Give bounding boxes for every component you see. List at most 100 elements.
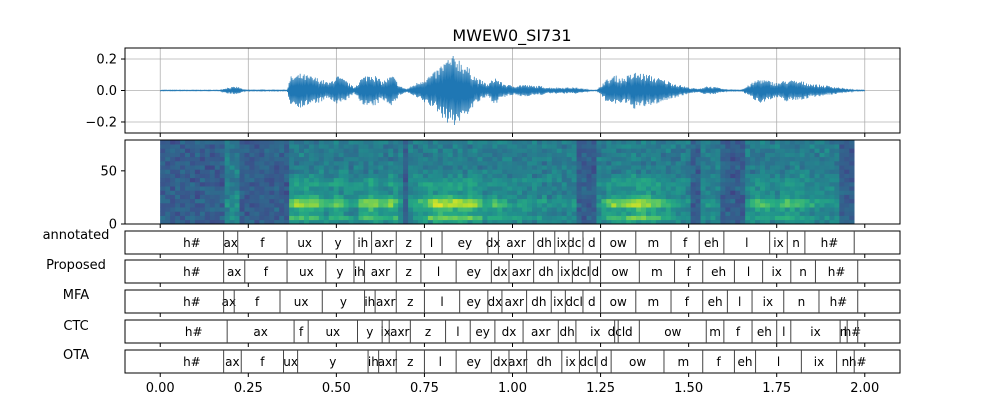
spectrogram-cell (393, 144, 399, 149)
spectrogram-cell (779, 156, 786, 162)
spectrogram-cell (646, 140, 652, 145)
spectrogram-cell (487, 211, 493, 216)
spectrogram-cell (650, 190, 657, 195)
spectrogram-cell (269, 173, 275, 179)
spectrogram-cell (779, 207, 786, 212)
spectrogram-cell (165, 148, 171, 153)
spectrogram-cell (522, 182, 528, 187)
spectrogram-cell (849, 177, 855, 183)
spectrogram-cell (269, 190, 275, 195)
spectrogram-cell (333, 219, 339, 225)
spectrogram-cell (239, 207, 245, 212)
spectrogram-cell (725, 190, 731, 195)
spectrogram-cell (189, 148, 196, 153)
spectrogram-cell (383, 186, 389, 191)
spectrogram-cell (269, 215, 275, 221)
spectrogram-cell (769, 173, 776, 179)
spectrogram-cell (492, 203, 498, 208)
spectrogram-cell (844, 161, 850, 166)
spectrogram-cell (650, 182, 657, 187)
phone-label: axr (531, 325, 550, 339)
spectrogram-cell (170, 161, 176, 166)
spectrogram-cell (160, 207, 166, 212)
spectrogram-cell (447, 190, 453, 195)
spectrogram-cell (532, 173, 538, 179)
spectrogram-cell (180, 198, 186, 204)
spectrogram-cell (432, 148, 439, 153)
spectrogram-cell (571, 211, 577, 216)
phone-label: ow (611, 265, 628, 279)
spectrogram-cell (556, 182, 563, 187)
spectrogram-cell (774, 173, 781, 179)
phone-label: eh (757, 325, 772, 339)
spectrogram-cell (333, 182, 339, 187)
spectrogram-cell (358, 165, 364, 170)
spectrogram-cell (259, 144, 265, 149)
spectrogram-cell (303, 203, 310, 208)
spectrogram-cell (631, 177, 637, 183)
spectrogram-cell (165, 152, 171, 158)
spectrogram-cell (180, 190, 186, 195)
spectrogram-cell (199, 203, 206, 208)
spectrogram-cell (289, 215, 295, 221)
spectrogram-cell (814, 169, 820, 174)
spectrogram-cell (546, 169, 553, 174)
spectrogram-cell (819, 198, 825, 204)
spectrogram-cell (576, 165, 582, 170)
spectrogram-cell (760, 140, 766, 145)
spectrogram-cell (294, 215, 300, 221)
spectrogram-cell (725, 219, 731, 225)
spectrogram-cell (452, 219, 458, 225)
spectrogram-cell (175, 215, 181, 221)
spectrogram-cell (710, 169, 716, 174)
spectrogram-cell (308, 186, 315, 191)
spectrogram-cell (264, 207, 270, 212)
phone-label: l (777, 355, 780, 369)
spectrogram-cell (417, 156, 424, 162)
spectrogram-cell (160, 169, 166, 174)
spectrogram-cell (279, 203, 285, 208)
spectrogram-cell (417, 165, 424, 170)
spectrogram-cell (388, 198, 394, 204)
xtick-label: 1.25 (586, 381, 615, 396)
spectrogram-cell (437, 211, 444, 216)
spectrogram-cell (249, 144, 255, 149)
spectrogram-cell (279, 215, 285, 221)
spectrogram-cell (452, 169, 458, 174)
spectrogram-cell (477, 186, 483, 191)
spectrogram-cell (299, 190, 305, 195)
spectrogram-cell (581, 161, 587, 166)
spectrogram-cell (313, 207, 320, 212)
spectrogram-cell (641, 215, 647, 221)
spectrogram-cell (799, 169, 805, 174)
spectrogram-cell (680, 148, 686, 153)
spectrogram-cell (685, 182, 691, 187)
spectrogram-cell (378, 190, 384, 195)
spectrogram-cell (760, 161, 766, 166)
spectrogram-cell (804, 190, 810, 195)
spectrogram-cell (561, 140, 567, 145)
spectrogram-cell (249, 156, 255, 162)
spectrogram-cell (224, 165, 230, 170)
phone-label: h# (844, 325, 862, 339)
spectrogram-cell (408, 215, 414, 221)
spectrogram-cell (294, 198, 300, 204)
spectrogram-cell (566, 144, 572, 149)
spectrogram-cell (532, 198, 538, 204)
spectrogram-cell (849, 165, 855, 170)
spectrogram-cell (373, 211, 379, 216)
spectrogram-cell (596, 177, 602, 183)
spectrogram-cell (834, 182, 840, 187)
spectrogram-cell (343, 161, 349, 166)
spectrogram-cell (655, 144, 662, 149)
spectrogram-cell (695, 177, 701, 183)
spectrogram-cell (740, 161, 746, 166)
spectrogram-cell (353, 165, 359, 170)
spectrogram-cell (824, 177, 830, 183)
spectrogram-cell (616, 198, 622, 204)
spectrogram-cell (527, 207, 533, 212)
spectrogram-cell (769, 140, 776, 145)
spectrogram-cell (646, 173, 652, 179)
spectrogram-cell (413, 186, 419, 191)
spectrogram-cell (774, 148, 781, 153)
